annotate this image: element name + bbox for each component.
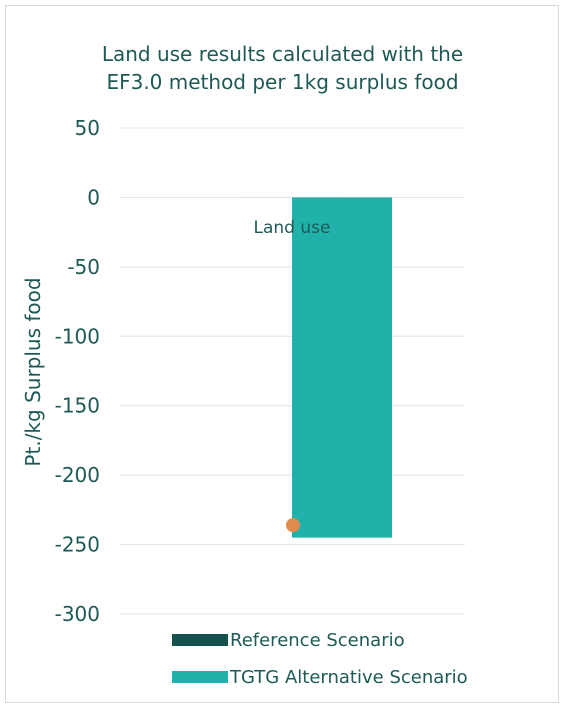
y-tick-label: -100 <box>55 324 100 348</box>
chart-frame <box>5 5 559 703</box>
chart-title-line-2: EF3.0 method per 1kg surplus food <box>106 70 459 94</box>
category-label: Land use <box>254 218 331 238</box>
legend-swatch <box>172 634 228 646</box>
markers <box>286 518 300 533</box>
y-tick-label: -150 <box>55 394 100 418</box>
bars <box>240 197 392 538</box>
y-tick-label: -200 <box>55 463 100 487</box>
legend-label: Reference Scenario <box>230 630 405 651</box>
data-point-marker <box>286 518 300 533</box>
y-tick-labels: 50 0 -50 -100 -150 -200 -250 -300 <box>55 116 100 626</box>
chart-title: Land use results calculated with the EF3… <box>0 40 565 96</box>
bar-tgtg-alternative-scenario <box>292 197 392 538</box>
y-tick-label: 50 <box>75 116 100 140</box>
chart-title-line-1: Land use results calculated with the <box>101 42 464 66</box>
legend-label: TGTG Alternative Scenario <box>229 667 468 688</box>
y-tick-label: -50 <box>67 255 100 279</box>
y-tick-label: 0 <box>87 185 100 209</box>
legend-swatch <box>172 671 228 683</box>
y-tick-label: -300 <box>55 602 100 626</box>
legend: Reference Scenario TGTG Alternative Scena… <box>172 630 468 688</box>
y-axis-label: Pt./kg Surplus food <box>21 277 45 466</box>
y-tick-label: -250 <box>55 533 100 557</box>
